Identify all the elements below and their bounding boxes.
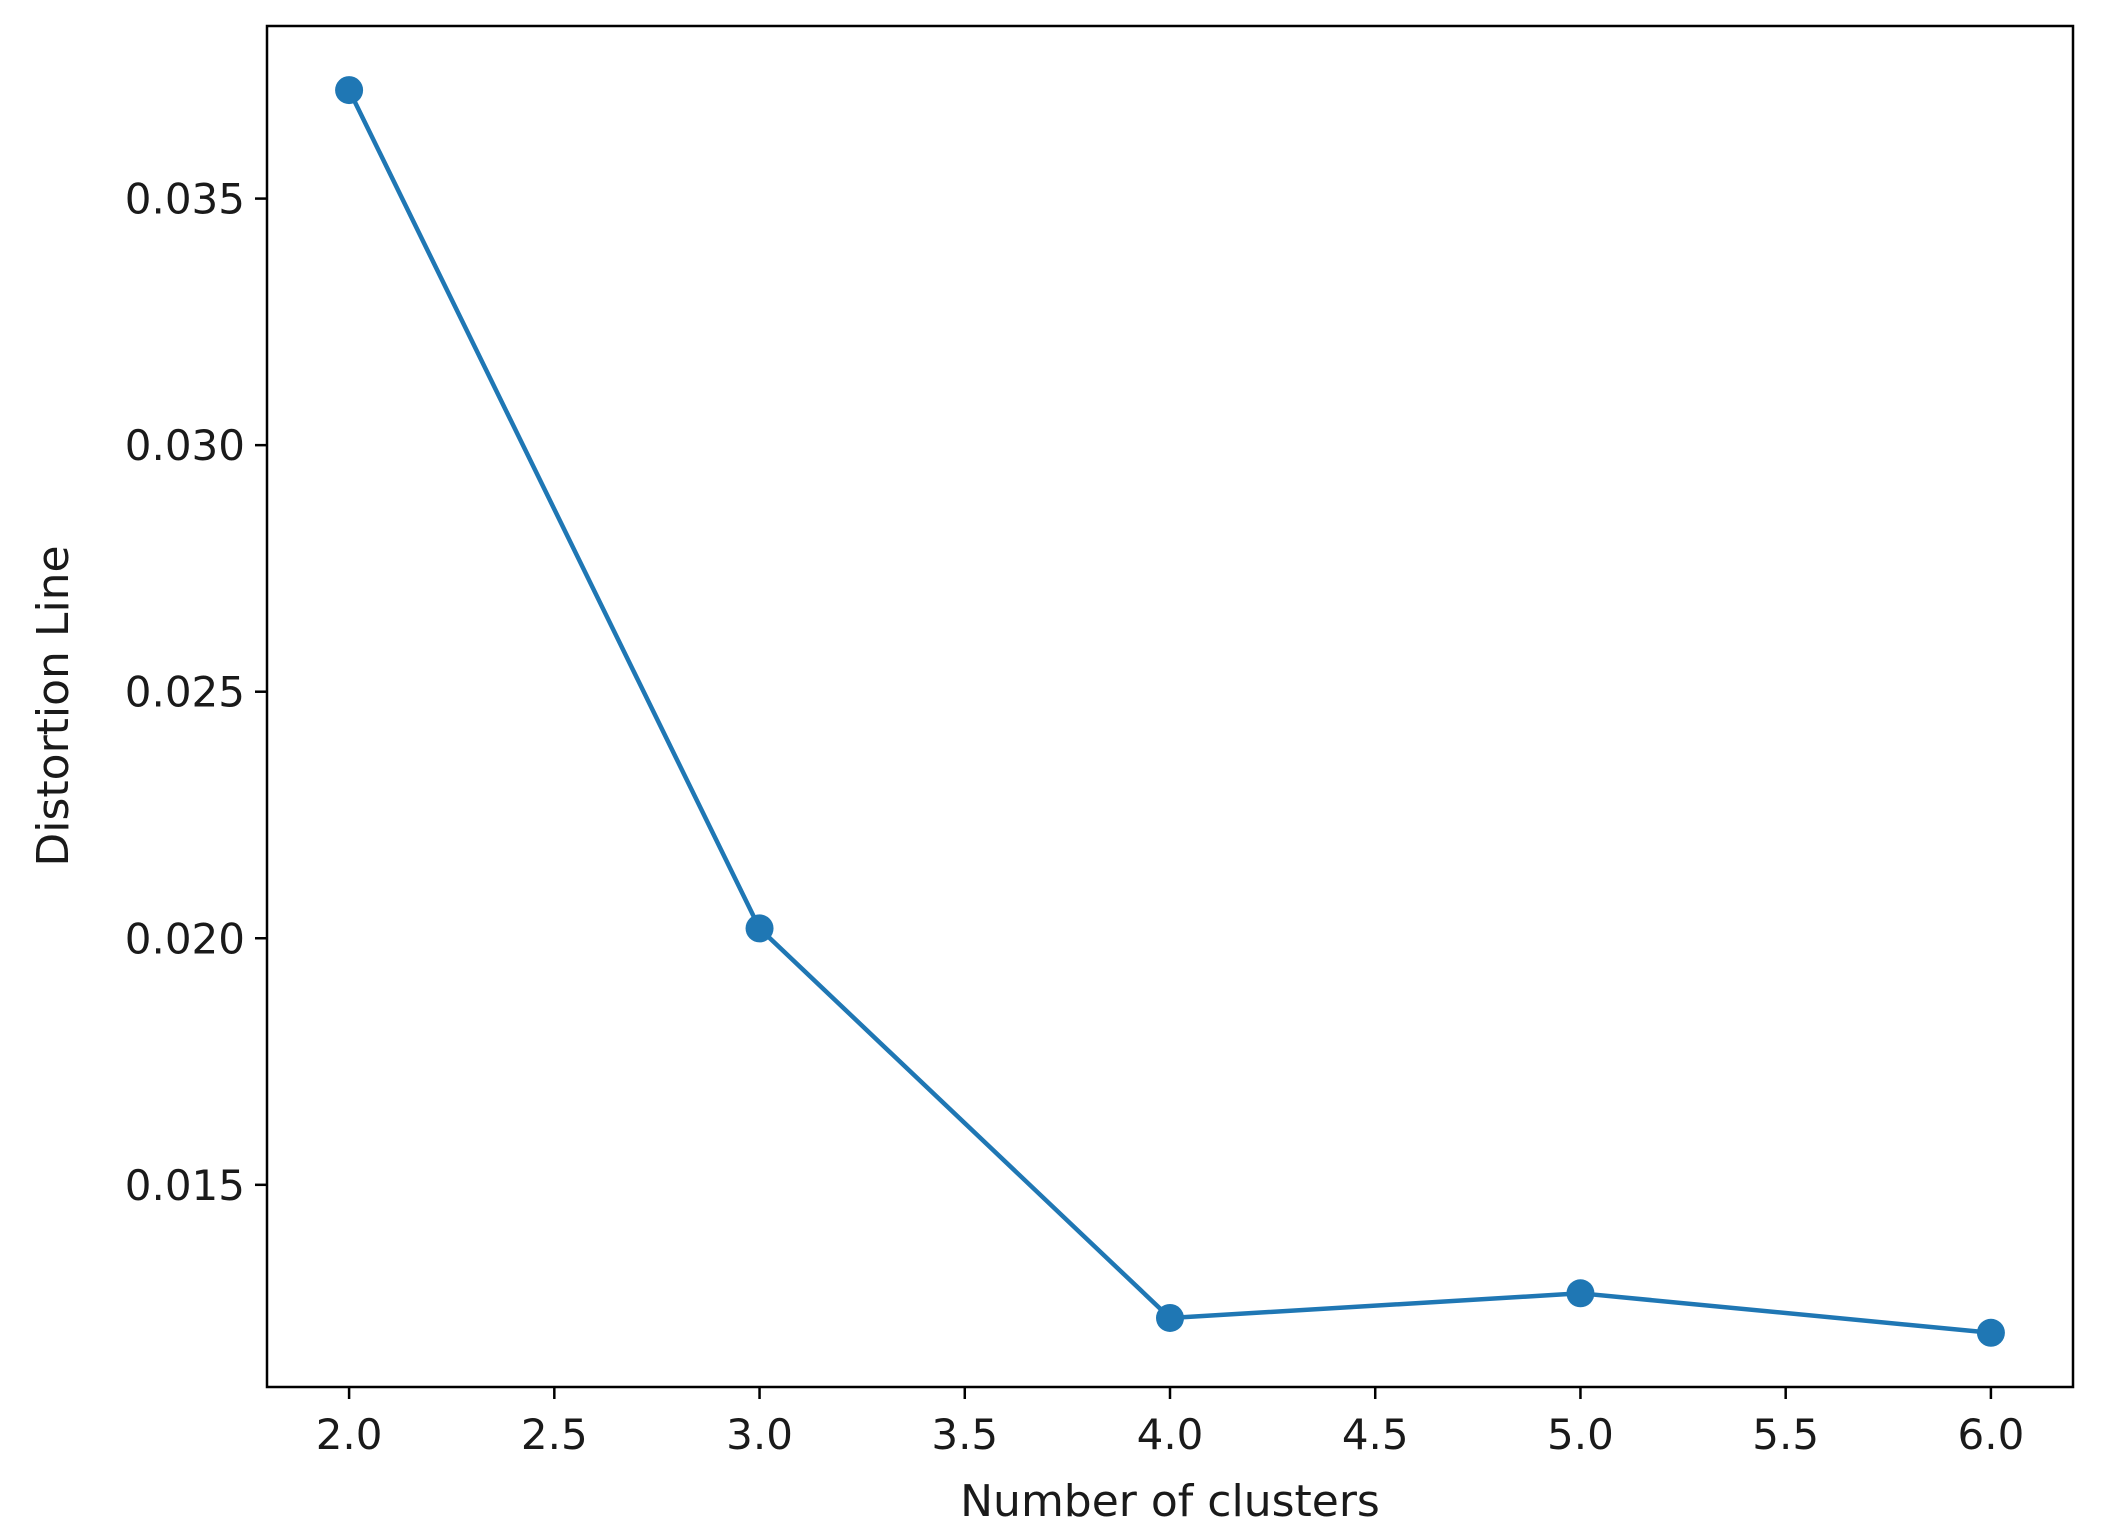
plot-frame — [265, 24, 2075, 1389]
data-point — [335, 76, 364, 105]
x-axis-label: Number of clusters — [960, 1476, 1380, 1527]
x-tick-label: 6.0 — [1958, 1410, 2025, 1459]
data-point — [745, 914, 774, 943]
data-point — [1566, 1279, 1595, 1308]
x-tick-label: 5.0 — [1547, 1410, 1614, 1459]
x-tick-label: 3.5 — [931, 1410, 998, 1459]
x-tick-label: 5.5 — [1752, 1410, 1819, 1459]
y-axis-label: Distortion Line — [28, 545, 79, 866]
y-tick-label: 0.035 — [125, 175, 245, 224]
y-axis: 0.015 0.020 0.025 0.030 0.035 — [125, 175, 267, 1210]
x-tick-label: 4.5 — [1342, 1410, 1409, 1459]
x-axis: 2.0 2.5 3.0 3.5 4.0 4.5 5.0 5.5 6.0 — [316, 1387, 2025, 1459]
x-tick-label: 2.0 — [316, 1410, 383, 1459]
y-tick-label: 0.015 — [125, 1161, 245, 1210]
series-line — [347, 89, 1992, 1335]
x-tick-label: 2.5 — [521, 1410, 588, 1459]
data-point — [1156, 1303, 1184, 1332]
x-tick-label: 4.0 — [1137, 1410, 1204, 1459]
data-point — [1976, 1318, 2005, 1347]
x-tick-label: 3.0 — [726, 1410, 793, 1459]
y-tick-label: 0.030 — [125, 421, 245, 470]
series-layer — [335, 76, 2005, 1347]
y-tick-label: 0.025 — [125, 668, 245, 717]
y-tick-label: 0.020 — [125, 914, 245, 963]
